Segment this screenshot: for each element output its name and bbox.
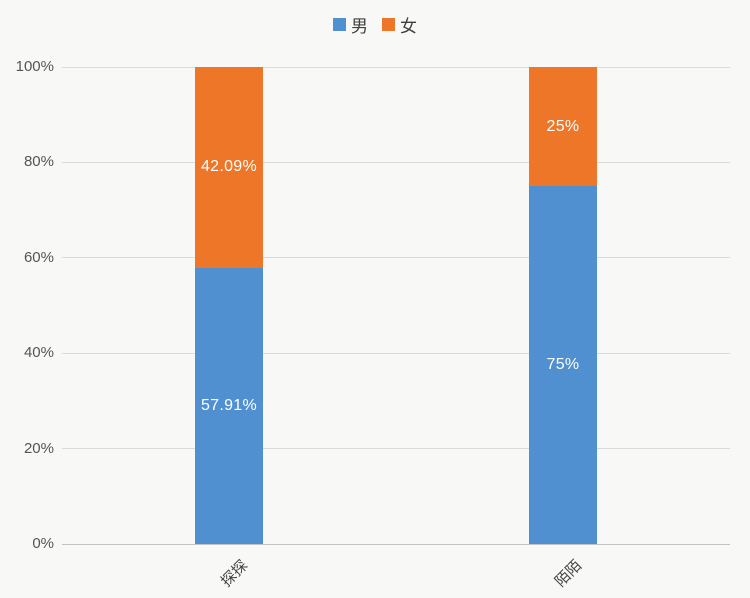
gridline-0% bbox=[62, 543, 730, 545]
y-tick-label-40%: 40% bbox=[23, 344, 54, 362]
gridline-20% bbox=[62, 448, 730, 450]
gridline-100% bbox=[62, 66, 730, 68]
legend-swatch-icon bbox=[382, 18, 395, 31]
data-label-男-探探: 57.91% bbox=[200, 396, 258, 414]
data-label-女-陌陌: 25% bbox=[546, 117, 580, 135]
bar-segment-男-探探: 57.91% bbox=[195, 267, 263, 544]
plot-area: 57.91% 42.09% 75% 25% bbox=[62, 66, 730, 545]
bar-segment-女-陌陌: 25% bbox=[529, 67, 597, 187]
gridline-40% bbox=[62, 352, 730, 354]
gridline-80% bbox=[62, 161, 730, 163]
y-tick-label-100%: 100% bbox=[15, 58, 54, 75]
data-label-女-探探: 42.09% bbox=[200, 158, 258, 176]
x-tick-label-探探: 探探 bbox=[217, 557, 252, 591]
legend-item-男: 男 bbox=[333, 12, 368, 37]
legend-label: 男 bbox=[351, 17, 368, 36]
chart-legend: 男女 bbox=[0, 12, 750, 37]
x-tick-label-陌陌: 陌陌 bbox=[551, 557, 586, 591]
bar-segment-男-陌陌: 75% bbox=[529, 186, 597, 544]
data-label-男-陌陌: 75% bbox=[546, 356, 580, 374]
legend-label: 女 bbox=[400, 17, 417, 36]
y-tick-label-60%: 60% bbox=[23, 248, 54, 266]
legend-swatch-icon bbox=[333, 18, 346, 31]
y-tick-label-20%: 20% bbox=[23, 439, 54, 457]
y-tick-label-0%: 0% bbox=[32, 535, 54, 552]
y-tick-label-80%: 80% bbox=[23, 153, 54, 171]
gridline-60% bbox=[62, 257, 730, 259]
legend-item-女: 女 bbox=[382, 12, 417, 37]
bar-segment-女-探探: 42.09% bbox=[195, 67, 263, 268]
